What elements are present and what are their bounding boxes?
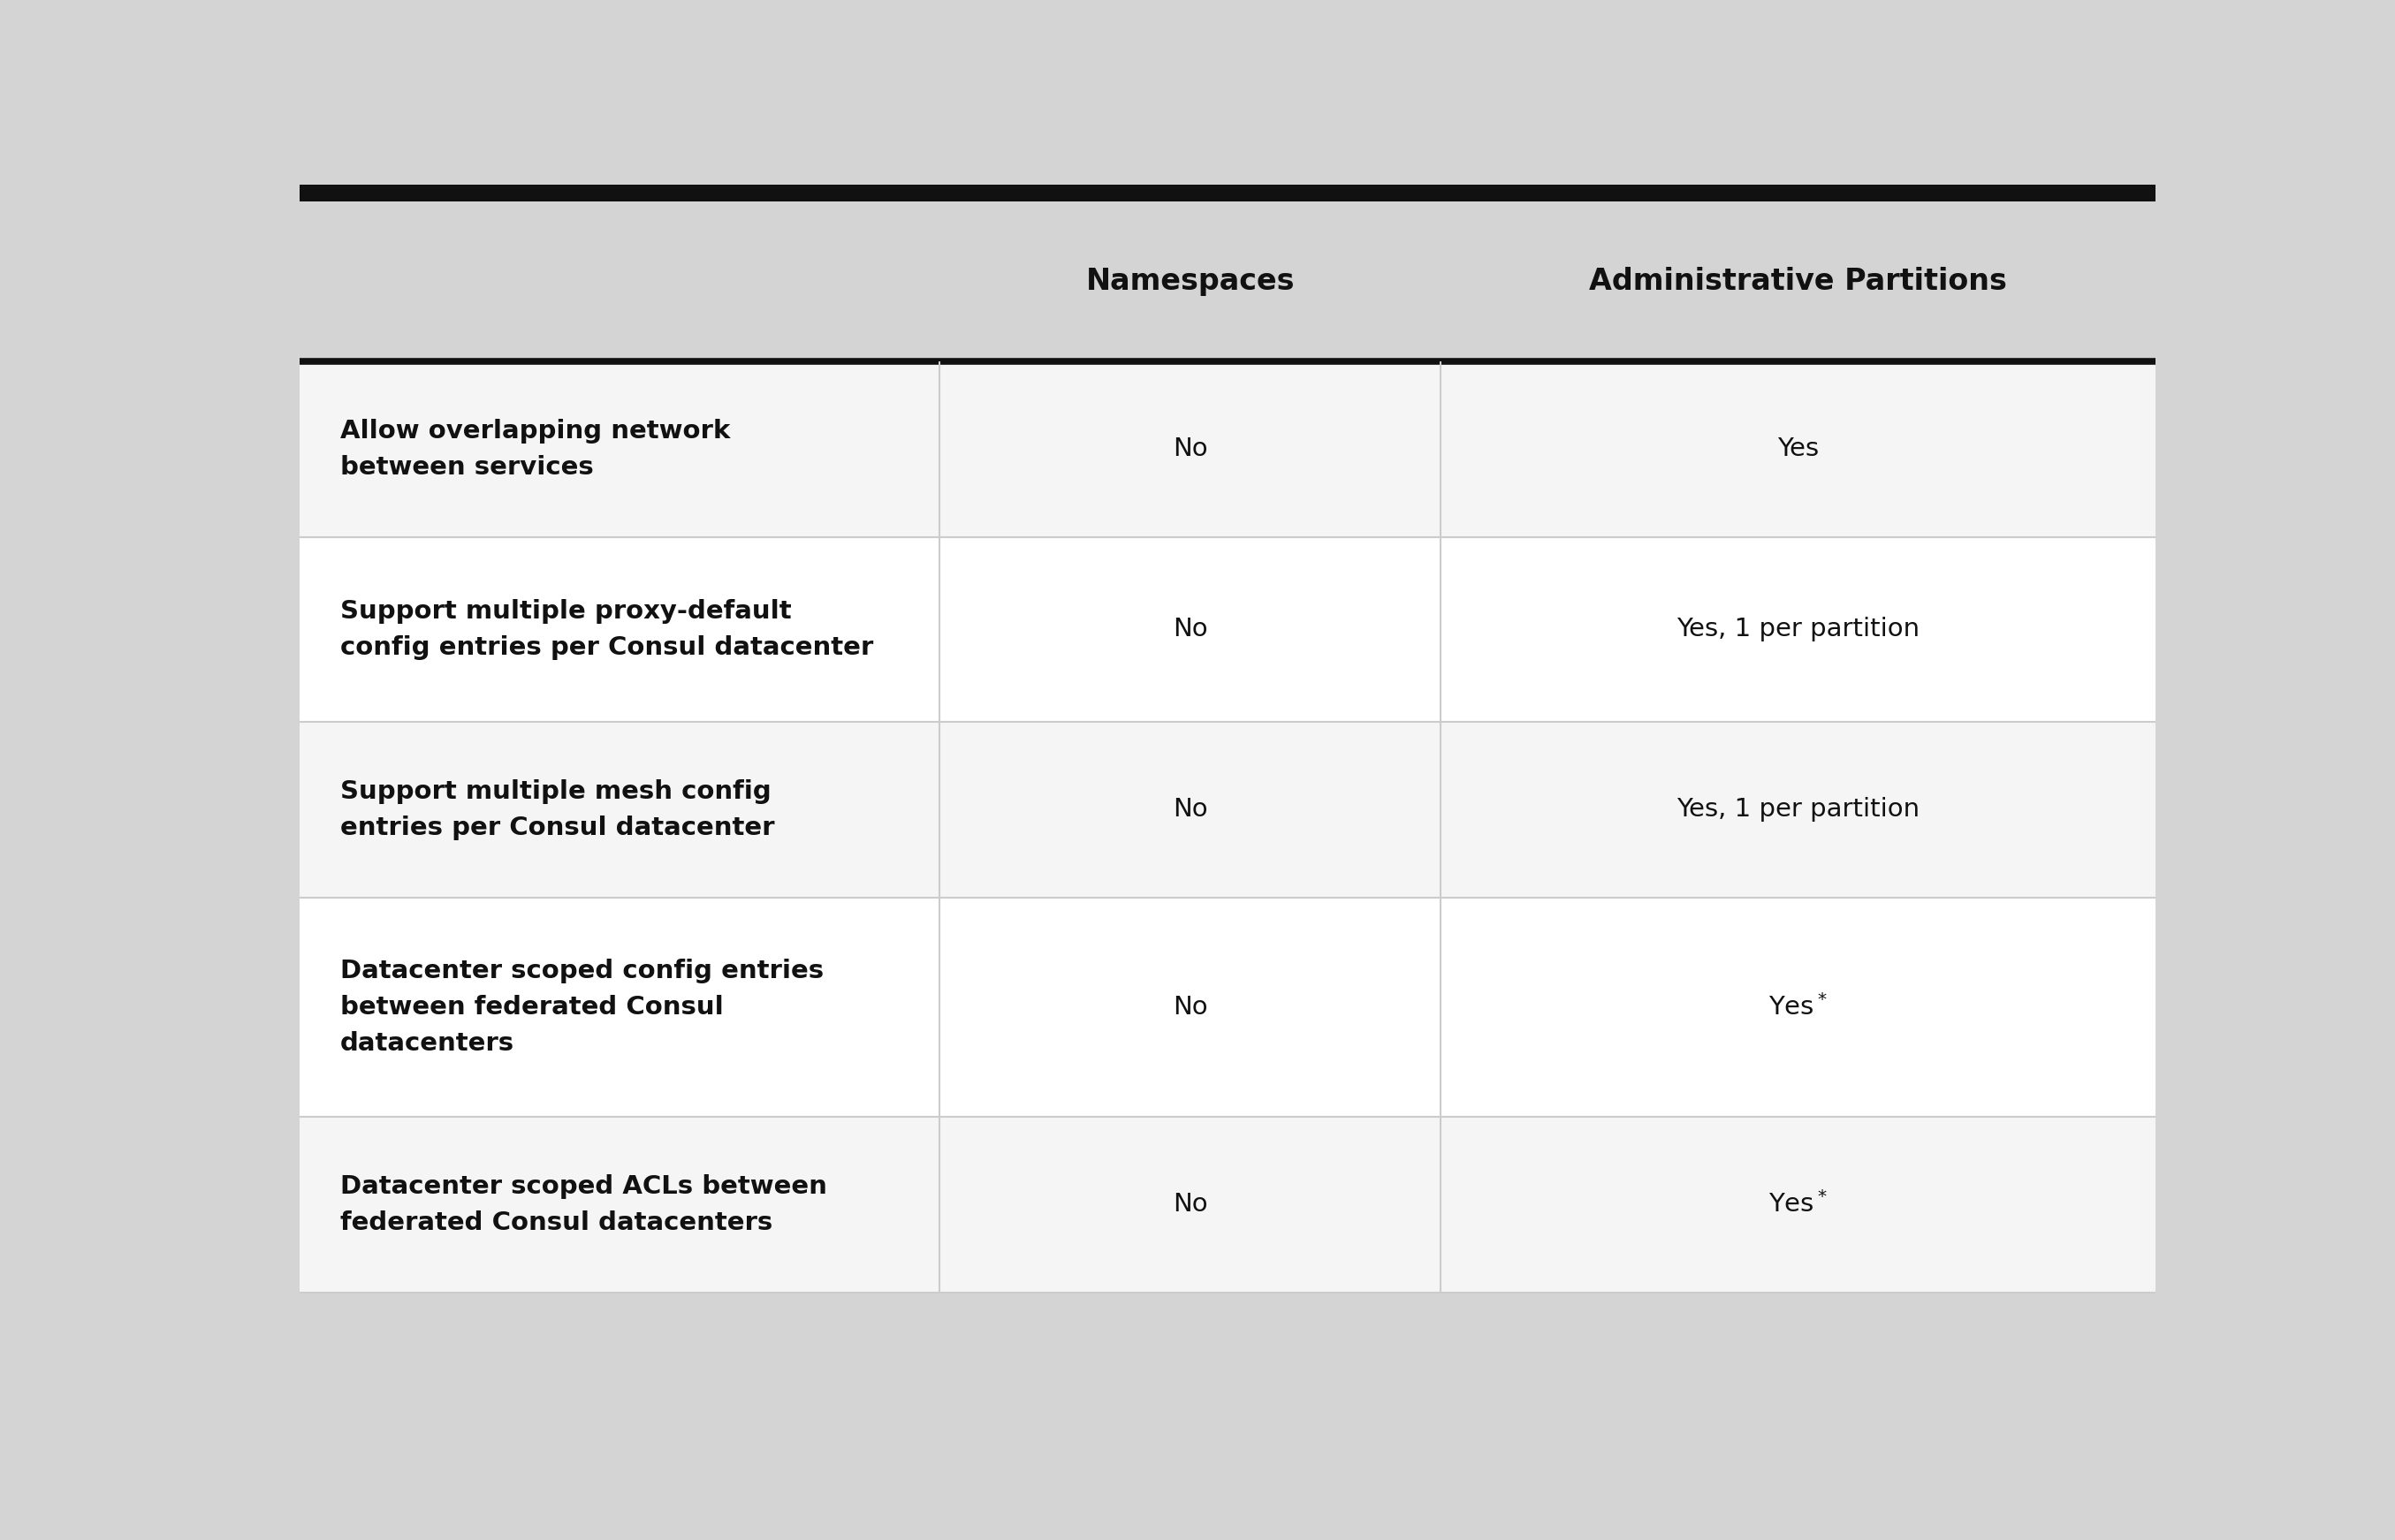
Text: Support multiple mesh config
entries per Consul datacenter: Support multiple mesh config entries per… — [340, 779, 774, 841]
Text: Allow overlapping network
between services: Allow overlapping network between servic… — [340, 419, 730, 480]
Bar — [299, 537, 2156, 722]
Bar — [299, 185, 2156, 202]
Bar — [299, 202, 2156, 362]
Text: Yes, 1 per partition: Yes, 1 per partition — [1676, 618, 1921, 642]
Text: Yes$\mathregular{^*}$: Yes$\mathregular{^*}$ — [1770, 993, 1827, 1021]
Text: Yes$\mathregular{^*}$: Yes$\mathregular{^*}$ — [1770, 1192, 1827, 1218]
Bar — [299, 898, 2156, 1116]
Text: Yes: Yes — [1777, 437, 1820, 462]
Text: Namespaces: Namespaces — [1085, 266, 1296, 296]
Text: Administrative Partitions: Administrative Partitions — [1590, 266, 2007, 296]
Bar — [299, 1116, 2156, 1292]
Text: No: No — [1174, 437, 1207, 462]
Text: No: No — [1174, 618, 1207, 642]
Bar — [299, 722, 2156, 898]
Text: No: No — [1174, 995, 1207, 1019]
Text: No: No — [1174, 1192, 1207, 1217]
Text: No: No — [1174, 798, 1207, 822]
Text: Datacenter scoped ACLs between
federated Consul datacenters: Datacenter scoped ACLs between federated… — [340, 1173, 826, 1235]
Text: Yes, 1 per partition: Yes, 1 per partition — [1676, 798, 1921, 822]
Text: Datacenter scoped config entries
between federated Consul
datacenters: Datacenter scoped config entries between… — [340, 958, 824, 1056]
Text: Support multiple proxy-default
config entries per Consul datacenter: Support multiple proxy-default config en… — [340, 599, 874, 661]
Bar — [299, 362, 2156, 537]
